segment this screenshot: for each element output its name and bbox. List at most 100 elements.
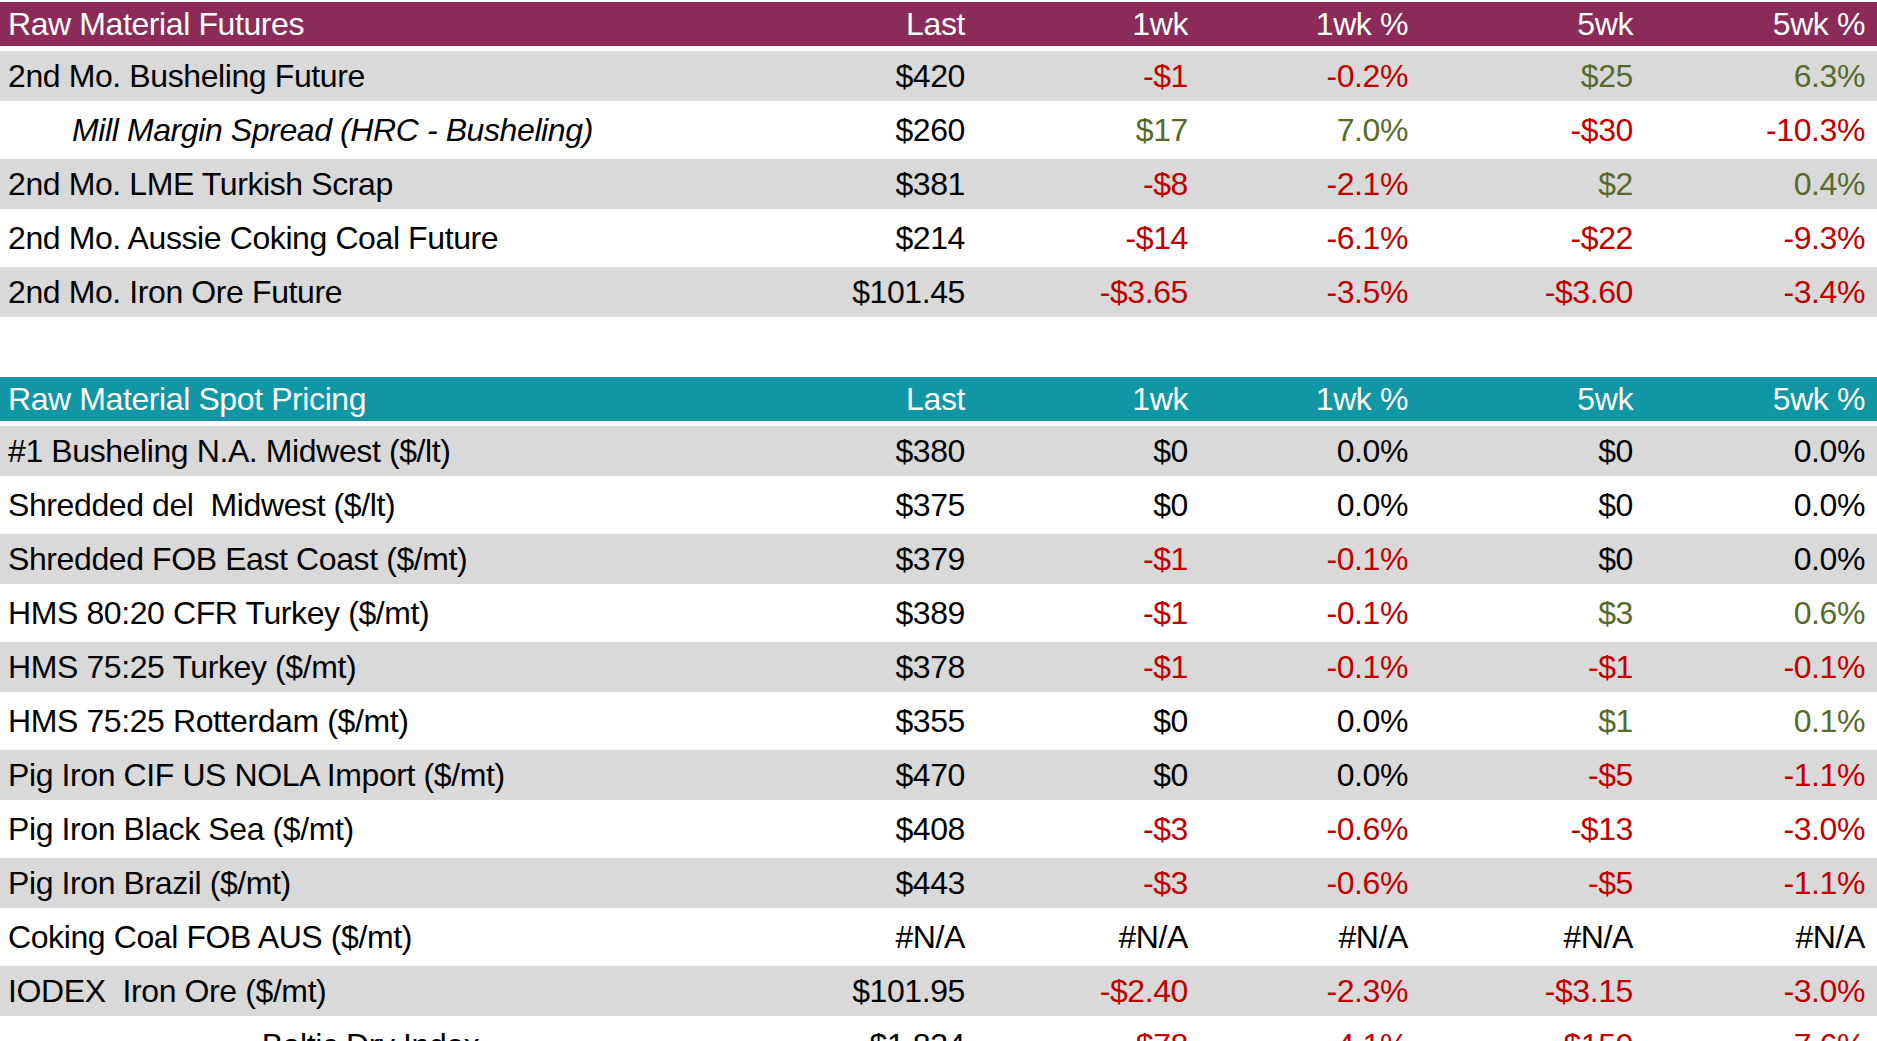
row-label: Shredded del Midwest ($/lt) — [0, 480, 742, 534]
value-cell: #N/A — [1420, 912, 1645, 966]
table-row: HMS 75:25 Rotterdam ($/mt)$355$00.0%$10.… — [0, 696, 1877, 750]
value-cell: #N/A — [742, 912, 977, 966]
value-cell: $408 — [742, 804, 977, 858]
futures-table: Raw Material Futures Last 1wk 1wk % 5wk … — [0, 2, 1877, 321]
value-cell: -0.1% — [1200, 588, 1420, 642]
column-header-last: Last — [742, 2, 977, 51]
row-label: Mill Margin Spread (HRC - Busheling) — [0, 105, 742, 159]
row-label: HMS 75:25 Rotterdam ($/mt) — [0, 696, 742, 750]
row-label: Pig Iron CIF US NOLA Import ($/mt) — [0, 750, 742, 804]
value-cell: $0 — [1420, 534, 1645, 588]
table-row: Pig Iron CIF US NOLA Import ($/mt)$470$0… — [0, 750, 1877, 804]
value-cell: $389 — [742, 588, 977, 642]
value-cell: -$3.15 — [1420, 966, 1645, 1020]
value-cell: $0 — [1420, 426, 1645, 480]
row-label: 2nd Mo. Aussie Coking Coal Future — [0, 213, 742, 267]
value-cell: -7.6% — [1645, 1020, 1877, 1041]
table-row: #1 Busheling N.A. Midwest ($/lt)$380$00.… — [0, 426, 1877, 480]
table-row: Coking Coal FOB AUS ($/mt)#N/A#N/A#N/A#N… — [0, 912, 1877, 966]
value-cell: $1 — [1420, 696, 1645, 750]
value-cell: 0.4% — [1645, 159, 1877, 213]
value-cell: $381 — [742, 159, 977, 213]
column-header-1wk-pct: 1wk % — [1200, 377, 1420, 426]
value-cell: -3.4% — [1645, 267, 1877, 321]
spot-header-row: Raw Material Spot Pricing Last 1wk 1wk %… — [0, 377, 1877, 426]
futures-table-title: Raw Material Futures — [0, 2, 742, 51]
value-cell: $0 — [1420, 480, 1645, 534]
value-cell: 0.0% — [1645, 480, 1877, 534]
value-cell: -10.3% — [1645, 105, 1877, 159]
column-header-5wk-pct: 5wk % — [1645, 2, 1877, 51]
value-cell: -$1 — [977, 642, 1200, 696]
column-header-5wk: 5wk — [1420, 377, 1645, 426]
table-row: 2nd Mo. Aussie Coking Coal Future$214-$1… — [0, 213, 1877, 267]
row-label: HMS 75:25 Turkey ($/mt) — [0, 642, 742, 696]
value-cell: $379 — [742, 534, 977, 588]
value-cell: #N/A — [1200, 912, 1420, 966]
raw-materials-report: Raw Material Futures Last 1wk 1wk % 5wk … — [0, 2, 1877, 1041]
table-row: Mill Margin Spread (HRC - Busheling)$260… — [0, 105, 1877, 159]
value-cell: -$22 — [1420, 213, 1645, 267]
table-row: Shredded del Midwest ($/lt)$375$00.0%$00… — [0, 480, 1877, 534]
spot-pricing-table: Raw Material Spot Pricing Last 1wk 1wk %… — [0, 377, 1877, 1041]
value-cell: $214 — [742, 213, 977, 267]
row-label: 2nd Mo. Iron Ore Future — [0, 267, 742, 321]
value-cell: -$5 — [1420, 750, 1645, 804]
value-cell: -9.3% — [1645, 213, 1877, 267]
value-cell: -2.1% — [1200, 159, 1420, 213]
column-header-5wk-pct: 5wk % — [1645, 377, 1877, 426]
value-cell: $1,834 — [742, 1020, 977, 1041]
value-cell: $0 — [977, 480, 1200, 534]
value-cell: $0 — [977, 426, 1200, 480]
column-header-1wk: 1wk — [977, 377, 1200, 426]
value-cell: 0.1% — [1645, 696, 1877, 750]
row-label: 2nd Mo. Busheling Future — [0, 51, 742, 105]
value-cell: -$13 — [1420, 804, 1645, 858]
value-cell: -$1 — [977, 534, 1200, 588]
value-cell: -$2.40 — [977, 966, 1200, 1020]
value-cell: -0.6% — [1200, 858, 1420, 912]
value-cell: -4.1% — [1200, 1020, 1420, 1041]
table-row: IODEX Iron Ore ($/mt)$101.95-$2.40-2.3%-… — [0, 966, 1877, 1020]
column-header-5wk: 5wk — [1420, 2, 1645, 51]
row-label: HMS 80:20 CFR Turkey ($/mt) — [0, 588, 742, 642]
value-cell: 6.3% — [1645, 51, 1877, 105]
value-cell: $101.45 — [742, 267, 977, 321]
value-cell: -$3 — [977, 804, 1200, 858]
value-cell: $375 — [742, 480, 977, 534]
value-cell: $378 — [742, 642, 977, 696]
value-cell: 0.0% — [1645, 534, 1877, 588]
value-cell: 0.0% — [1645, 426, 1877, 480]
row-label: Coking Coal FOB AUS ($/mt) — [0, 912, 742, 966]
row-label: Pig Iron Black Sea ($/mt) — [0, 804, 742, 858]
table-row: HMS 75:25 Turkey ($/mt)$378-$1-0.1%-$1-0… — [0, 642, 1877, 696]
row-label: IODEX Iron Ore ($/mt) — [0, 966, 742, 1020]
table-row: HMS 80:20 CFR Turkey ($/mt)$389-$1-0.1%$… — [0, 588, 1877, 642]
value-cell: $380 — [742, 426, 977, 480]
value-cell: -3.5% — [1200, 267, 1420, 321]
value-cell: -1.1% — [1645, 858, 1877, 912]
value-cell: -$8 — [977, 159, 1200, 213]
table-row: Baltic Dry Index$1,834-$78-4.1%-$150-7.6… — [0, 1020, 1877, 1041]
value-cell: -0.1% — [1645, 642, 1877, 696]
spot-table-body: #1 Busheling N.A. Midwest ($/lt)$380$00.… — [0, 426, 1877, 1041]
value-cell: -$14 — [977, 213, 1200, 267]
row-label: Pig Iron Brazil ($/mt) — [0, 858, 742, 912]
table-row: 2nd Mo. LME Turkish Scrap$381-$8-2.1%$20… — [0, 159, 1877, 213]
row-label: Shredded FOB East Coast ($/mt) — [0, 534, 742, 588]
value-cell: -0.1% — [1200, 642, 1420, 696]
value-cell: 0.0% — [1200, 696, 1420, 750]
futures-table-body: 2nd Mo. Busheling Future$420-$1-0.2%$256… — [0, 51, 1877, 321]
value-cell: $420 — [742, 51, 977, 105]
row-label: 2nd Mo. LME Turkish Scrap — [0, 159, 742, 213]
value-cell: $443 — [742, 858, 977, 912]
value-cell: -0.2% — [1200, 51, 1420, 105]
value-cell: 0.6% — [1645, 588, 1877, 642]
value-cell: -$150 — [1420, 1020, 1645, 1041]
value-cell: -$1 — [1420, 642, 1645, 696]
value-cell: $2 — [1420, 159, 1645, 213]
column-header-1wk-pct: 1wk % — [1200, 2, 1420, 51]
value-cell: -$30 — [1420, 105, 1645, 159]
column-header-last: Last — [742, 377, 977, 426]
column-header-1wk: 1wk — [977, 2, 1200, 51]
